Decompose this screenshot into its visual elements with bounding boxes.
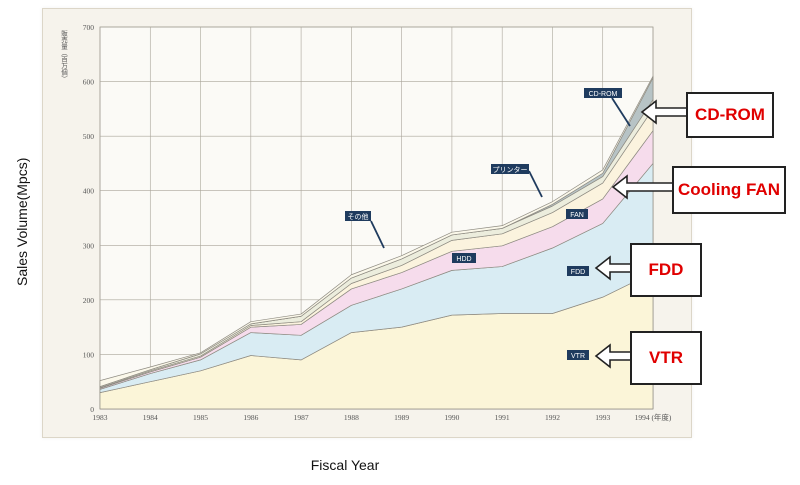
series-tag-label: その他 xyxy=(348,212,369,221)
leader-line xyxy=(528,170,543,198)
x-tick-label: 1984 xyxy=(143,413,158,422)
y-tick-label: 0 xyxy=(90,405,94,414)
series-tag: その他 xyxy=(345,211,371,221)
x-tick-label: 1985 xyxy=(193,413,208,422)
x-tick-label: 1986 xyxy=(243,413,258,422)
series-tag-label: FAN xyxy=(570,212,584,219)
callout-cooling-fan: Cooling FAN xyxy=(672,166,786,214)
series-tag-label: VTR xyxy=(571,353,585,360)
series-tag-box xyxy=(491,164,529,174)
series-tag-box xyxy=(566,209,588,219)
series-tag-box xyxy=(345,211,371,221)
series-tag: プリンター xyxy=(491,164,529,174)
x-tick-label: 1992 xyxy=(545,413,560,422)
y-tick-label: 500 xyxy=(83,132,95,141)
callout-fdd: FDD xyxy=(630,243,702,297)
y-axis-title: Sales Volume(Mpcs) xyxy=(14,157,30,286)
leader-line xyxy=(370,220,385,249)
series-tag-box xyxy=(452,253,476,263)
x-tick-label: 1993 xyxy=(595,413,610,422)
x-tick-label: 1983 xyxy=(93,413,108,422)
x-axis-title: Fiscal Year xyxy=(310,457,380,473)
series-tag: VTR xyxy=(567,350,589,360)
series-labels: VTR FDD HDD FAN プリンター CD-ROM その他 xyxy=(345,88,631,360)
y-tick-label: 200 xyxy=(83,296,95,305)
callout-arrows xyxy=(594,99,688,369)
series-tag-label: プリンター xyxy=(493,165,528,174)
series-tag-label: FDD xyxy=(571,269,585,276)
area-6 xyxy=(99,75,654,387)
y-tick-label: 100 xyxy=(83,350,95,359)
leader-line xyxy=(611,97,631,127)
series-tag: CD-ROM xyxy=(584,88,622,98)
callout-cd-rom: CD-ROM xyxy=(686,92,774,138)
y-tick-label: 300 xyxy=(83,241,95,250)
series-tag-label: HDD xyxy=(456,256,471,263)
x-tick-label: 1991 xyxy=(495,413,510,422)
y-tick-label: 600 xyxy=(83,78,95,87)
y-tick-label: 400 xyxy=(83,187,95,196)
series-tag: HDD xyxy=(452,253,476,263)
series-tag: FDD xyxy=(567,266,589,276)
x-tick-label: 1989 xyxy=(394,413,409,422)
area-series xyxy=(99,75,654,410)
series-tag: FAN xyxy=(566,209,588,219)
y-unit-label: 販売量（百万個） xyxy=(60,29,68,82)
series-tag-label: CD-ROM xyxy=(589,91,618,98)
callout-vtr: VTR xyxy=(630,331,702,385)
series-tag-box xyxy=(584,88,622,98)
y-tick-label: 700 xyxy=(83,23,95,32)
series-tag-box xyxy=(567,266,589,276)
x-tick-label: 1994 (年度) xyxy=(635,412,672,422)
series-tag-box xyxy=(567,350,589,360)
x-tick-label: 1987 xyxy=(294,413,309,422)
x-tick-label: 1988 xyxy=(344,413,359,422)
x-tick-label: 1990 xyxy=(444,413,459,422)
axes: 0 100 200 300 400 500 600 700 1983 1984 1985 1986 19… xyxy=(60,23,672,422)
